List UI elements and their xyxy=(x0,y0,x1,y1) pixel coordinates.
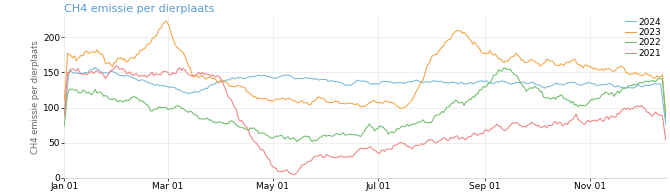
Line: 2023: 2023 xyxy=(64,21,666,116)
Y-axis label: CH4 emissie per dierplaats: CH4 emissie per dierplaats xyxy=(31,40,40,154)
Line: 2024: 2024 xyxy=(64,67,666,125)
Legend: 2024, 2023, 2022, 2021: 2024, 2023, 2022, 2021 xyxy=(625,18,661,58)
Text: CH4 emissie per dierplaats: CH4 emissie per dierplaats xyxy=(64,4,214,14)
Line: 2022: 2022 xyxy=(64,68,666,142)
Line: 2021: 2021 xyxy=(64,66,666,175)
